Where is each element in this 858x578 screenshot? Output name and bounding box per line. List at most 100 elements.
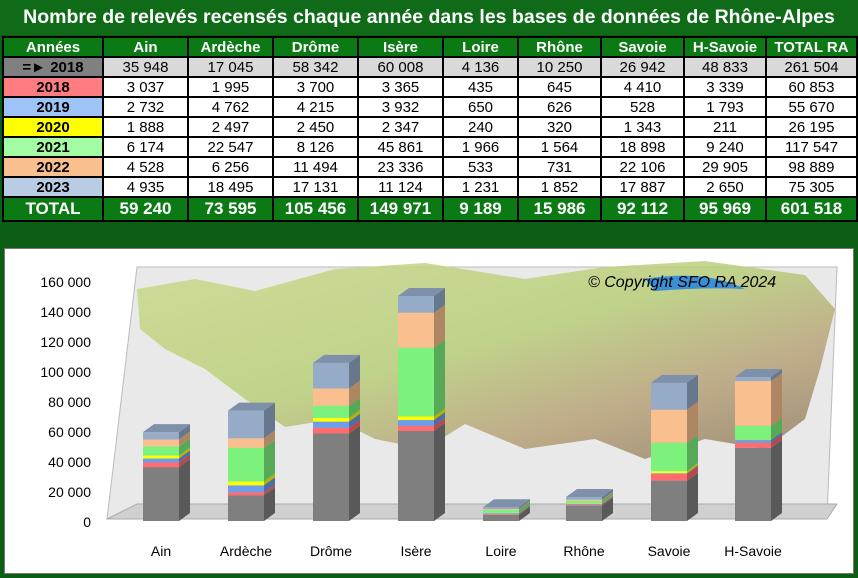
- table-cell: 3 037: [103, 77, 188, 97]
- bar-segment: [398, 348, 434, 417]
- table-cell: 22 547: [188, 137, 273, 157]
- bar-segment: [228, 482, 264, 486]
- bar-segment: [735, 440, 771, 443]
- table-cell: 4 935: [103, 177, 188, 197]
- bar-segment-side: [434, 340, 445, 417]
- bar-stack: [735, 369, 782, 521]
- column-header: TOTAL RA: [766, 37, 857, 57]
- bar-stack: [651, 375, 698, 521]
- table-cell: 6 256: [188, 157, 273, 177]
- table-cell: 58 342: [273, 57, 358, 77]
- bar-segment: [143, 467, 179, 521]
- y-tick-label: 100 000: [40, 364, 91, 380]
- table-cell: 626: [518, 97, 601, 117]
- table-cell: 98 889: [766, 157, 857, 177]
- row-label: 2019: [3, 97, 103, 117]
- table-cell: 261 504: [766, 57, 857, 77]
- bar-segment: [566, 506, 602, 521]
- y-tick-label: 40 000: [48, 454, 91, 470]
- table-cell: 3 365: [358, 77, 443, 97]
- bar-segment: [143, 456, 179, 459]
- table-cell: 2 732: [103, 97, 188, 117]
- table-cell: 45 861: [358, 137, 443, 157]
- column-header: Années: [3, 37, 103, 57]
- bar-segment-side: [179, 459, 190, 521]
- table-cell: 10 250: [518, 57, 601, 77]
- bar-stack: [566, 489, 613, 521]
- table-cell: 1 888: [103, 117, 188, 137]
- table-cell: 55 670: [766, 97, 857, 117]
- table-cell: 8 126: [273, 137, 358, 157]
- bar-segment: [651, 383, 687, 410]
- bar-segment: [483, 509, 519, 510]
- y-tick-label: 60 000: [48, 424, 91, 440]
- table-cell: 3 932: [358, 97, 443, 117]
- row-label: =► 2018: [3, 57, 103, 77]
- bar-segment: [398, 296, 434, 313]
- column-header: Rhône: [518, 37, 601, 57]
- row-label: 2022: [3, 157, 103, 177]
- x-tick-label: Loire: [485, 543, 516, 559]
- bar-segment: [313, 422, 349, 428]
- table-cell: 2 497: [188, 117, 273, 137]
- table-cell: 6 174: [103, 137, 188, 157]
- x-tick-label: H-Savoie: [724, 543, 782, 559]
- y-tick-label: 120 000: [40, 334, 91, 350]
- bar-segment: [143, 446, 179, 455]
- table-cell: 320: [518, 117, 601, 137]
- bar-segment: [566, 497, 602, 500]
- x-tick-label: Rhône: [563, 543, 604, 559]
- bar-segment: [483, 515, 519, 521]
- bar-segment: [313, 389, 349, 406]
- row-label: 2023: [3, 177, 103, 197]
- bar-segment: [228, 485, 264, 492]
- bar-segment: [483, 513, 519, 514]
- y-tick-label: 160 000: [40, 274, 91, 290]
- table-cell: 731: [518, 157, 601, 177]
- table-cell: 9 240: [684, 137, 766, 157]
- table-cell: 17 131: [273, 177, 358, 197]
- table-cell: 23 336: [358, 157, 443, 177]
- bar-segment: [313, 406, 349, 418]
- bar-stack: [398, 288, 445, 521]
- table-cell: 17 045: [188, 57, 273, 77]
- table-cell: 11 494: [273, 157, 358, 177]
- table-cell: 4 410: [601, 77, 684, 97]
- table-cell: 533: [443, 157, 518, 177]
- table-cell: 211: [684, 117, 766, 137]
- bar-segment: [398, 313, 434, 348]
- bar-segment: [143, 440, 179, 447]
- bar-segment: [483, 514, 519, 515]
- column-header: Ardèche: [188, 37, 273, 57]
- table-cell: 117 547: [766, 137, 857, 157]
- bar-segment-side: [687, 473, 698, 521]
- y-tick-label: 80 000: [48, 394, 91, 410]
- column-header: Drôme: [273, 37, 358, 57]
- bar-segment: [313, 428, 349, 434]
- table-cell: 75 305: [766, 177, 857, 197]
- bar-segment: [735, 377, 771, 381]
- bar-stack: [483, 499, 530, 521]
- bar-segment: [735, 381, 771, 426]
- table-cell: 11 124: [358, 177, 443, 197]
- total-cell: 105 456: [273, 197, 358, 221]
- bar-segment-side: [349, 425, 360, 521]
- bar-segment: [566, 500, 602, 501]
- bar-segment: [566, 505, 602, 506]
- column-header: H-Savoie: [684, 37, 766, 57]
- total-cell: 73 595: [188, 197, 273, 221]
- total-cell: 149 971: [358, 197, 443, 221]
- x-tick-label: Savoie: [648, 543, 691, 559]
- table-cell: 1 564: [518, 137, 601, 157]
- bar-segment: [143, 463, 179, 468]
- x-tick-label: Drôme: [310, 543, 352, 559]
- bar-segment: [228, 411, 264, 439]
- bar-segment-side: [434, 423, 445, 521]
- bar-segment: [651, 481, 687, 521]
- column-header: Ain: [103, 37, 188, 57]
